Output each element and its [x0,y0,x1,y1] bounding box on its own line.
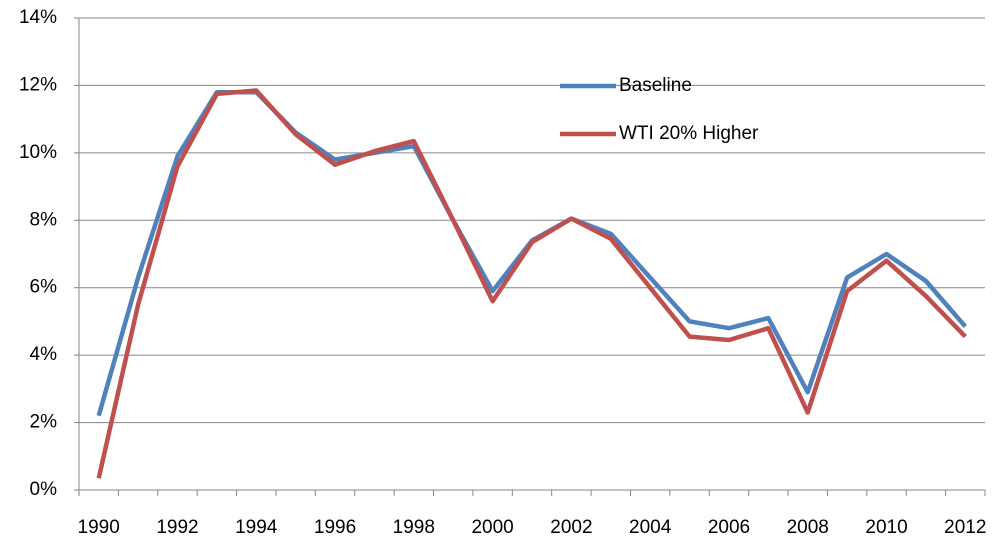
y-tick-label: 10% [19,142,57,163]
legend-label: Baseline [619,75,692,96]
y-tick-label: 4% [30,344,58,365]
y-tick-label: 2% [30,412,58,433]
x-tick-label: 2008 [787,517,829,538]
y-tick-label: 0% [30,479,58,500]
legend-label: WTI 20% Higher [619,123,759,144]
x-tick-label: 2000 [471,517,513,538]
x-tick-label: 1996 [314,517,356,538]
series-line [96,89,968,417]
x-tick-label: 2010 [865,517,907,538]
x-tick-label: 1992 [156,517,198,538]
x-tick-label: 2012 [944,517,986,538]
y-tick-label: 6% [30,277,58,298]
y-tick-label: 8% [30,209,58,230]
x-tick-label: 2004 [629,517,672,538]
y-tick-label: 14% [19,7,57,28]
y-tick-label: 12% [19,74,57,95]
x-tick-label: 1990 [78,517,120,538]
x-tick-label: 1998 [393,517,435,538]
series-line [96,88,967,479]
x-tick-label: 2002 [550,517,592,538]
x-tick-label: 1994 [235,517,278,538]
x-tick-label: 2006 [708,517,750,538]
